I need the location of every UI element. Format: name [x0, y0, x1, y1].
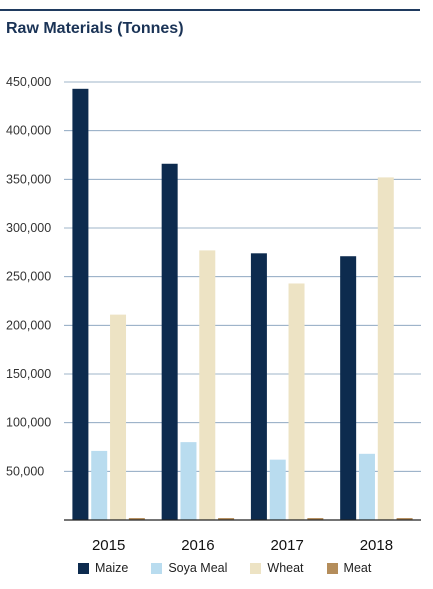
- legend: Maize Soya Meal Wheat Meat: [78, 558, 394, 578]
- bar-meat-2018: [396, 518, 413, 520]
- legend-item-soya-meal: Soya Meal: [151, 561, 227, 575]
- x-tick-label: 2016: [181, 537, 214, 554]
- x-tick-label: 2018: [360, 537, 393, 554]
- legend-swatch-maize: [78, 562, 89, 574]
- top-rule: [0, 9, 420, 11]
- y-tick-label: 150,000: [6, 367, 51, 381]
- bar-meat-2016: [218, 518, 235, 520]
- bar-maize-2015: [72, 88, 89, 521]
- bar-maize-2018: [340, 256, 357, 520]
- bar-soya-meal-2016: [180, 442, 197, 520]
- bar-maize-2017: [250, 253, 267, 520]
- x-tick-label: 2015: [92, 537, 125, 554]
- y-tick-label: 100,000: [6, 416, 51, 430]
- legend-swatch-wheat: [250, 562, 262, 574]
- y-tick-label: 50,000: [6, 464, 44, 478]
- bar-soya-meal-2018: [358, 453, 375, 520]
- legend-item-wheat: Wheat: [250, 561, 304, 575]
- bar-wheat-2016: [199, 250, 216, 521]
- bar-soya-meal-2015: [91, 450, 108, 520]
- legend-item-meat: Meat: [326, 561, 372, 575]
- y-tick-label: 450,000: [6, 75, 51, 89]
- legend-swatch-soya-meal: [151, 562, 163, 574]
- bar-meat-2015: [128, 518, 145, 520]
- legend-label-soya-meal: Soya Meal: [168, 561, 228, 575]
- bar-maize-2016: [161, 163, 178, 520]
- bar-wheat-2015: [110, 314, 127, 520]
- legend-label-maize: Maize: [95, 561, 129, 575]
- legend-label-meat: Meat: [343, 561, 372, 575]
- y-tick-label: 250,000: [6, 270, 51, 284]
- bar-meat-2017: [307, 518, 324, 520]
- x-tick-label: 2017: [270, 537, 303, 554]
- y-tick-label: 350,000: [6, 172, 51, 186]
- chart-title: Raw Materials (Tonnes): [6, 20, 184, 37]
- bar-wheat-2018: [377, 177, 394, 521]
- legend-label-wheat: Wheat: [267, 561, 304, 575]
- legend-item-maize: Maize: [78, 561, 128, 575]
- legend-swatch-meat: [326, 562, 338, 574]
- bar-wheat-2017: [288, 283, 305, 520]
- y-tick-label: 400,000: [6, 124, 51, 138]
- y-tick-label: 300,000: [6, 221, 51, 235]
- y-tick-label: 200,000: [6, 318, 51, 332]
- bar-soya-meal-2017: [269, 459, 286, 520]
